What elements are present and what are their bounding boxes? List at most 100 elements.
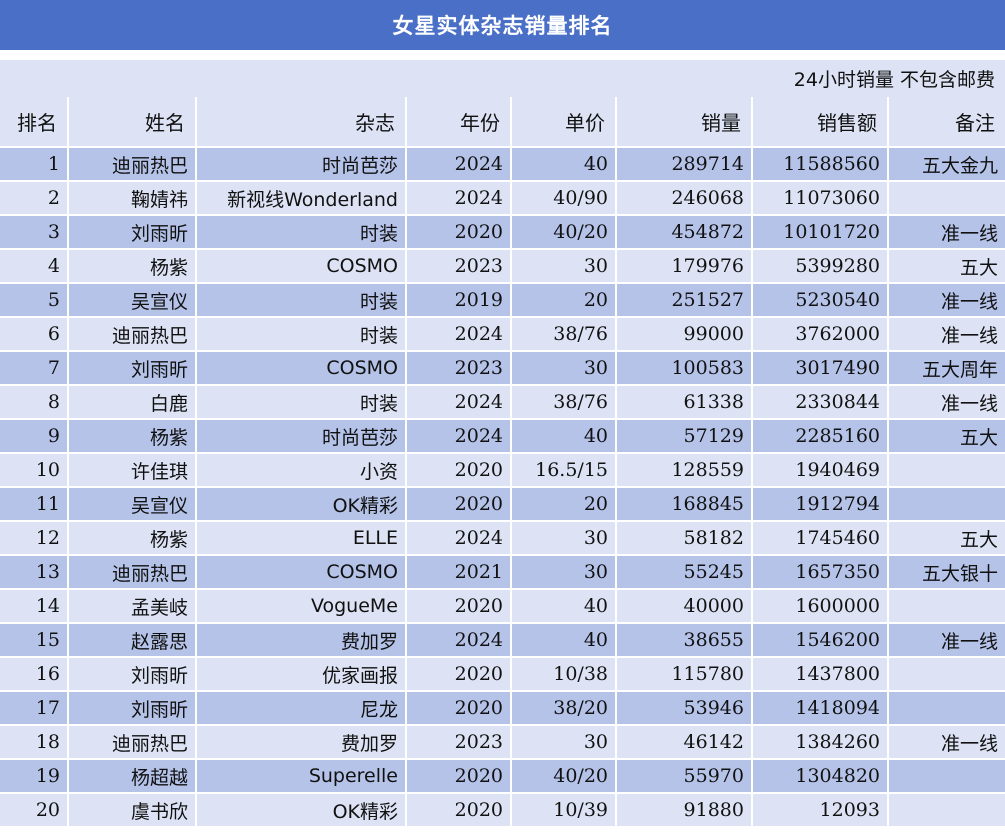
cell-revenue: 5230540 [752, 283, 889, 318]
cell-magazine: 新视线Wonderland [196, 181, 407, 216]
col-header-year: 年份 [406, 97, 512, 148]
cell-rank: 2 [0, 181, 69, 216]
cell-name: 吴宣仪 [68, 487, 197, 522]
cell-magazine: Superelle [196, 759, 407, 794]
cell-rank: 6 [0, 317, 69, 352]
cell-revenue: 1546200 [752, 623, 889, 658]
cell-name: 赵露思 [68, 623, 197, 658]
col-header-price: 单价 [511, 97, 617, 148]
cell-remarks [888, 759, 1005, 794]
cell-remarks: 准一线 [888, 215, 1005, 250]
cell-year: 2019 [406, 283, 512, 318]
cell-year: 2024 [406, 623, 512, 658]
cell-price: 40/20 [511, 215, 617, 250]
cell-year: 2024 [406, 521, 512, 556]
cell-magazine: 尼龙 [196, 691, 407, 726]
cell-name: 虞书欣 [68, 793, 197, 828]
cell-sales: 38655 [616, 623, 753, 658]
cell-price: 40/20 [511, 759, 617, 794]
cell-rank: 13 [0, 555, 69, 590]
table-row: 4 杨紫 COSMO 2023 30 179976 5399280 五大 [0, 249, 1005, 284]
col-header-name: 姓名 [68, 97, 197, 148]
cell-price: 38/76 [511, 317, 617, 352]
cell-revenue: 11073060 [752, 181, 889, 216]
cell-year: 2024 [406, 419, 512, 454]
cell-year: 2023 [406, 725, 512, 760]
cell-sales: 289714 [616, 147, 753, 182]
table-row: 20 虞书欣 OK精彩 2020 10/39 91880 12093 [0, 793, 1005, 828]
table-body: 1 迪丽热巴 时尚芭莎 2024 40 289714 11588560 五大金九 2 鞠婧祎 新视线… [0, 147, 1005, 828]
cell-price: 10/38 [511, 657, 617, 692]
cell-year: 2024 [406, 317, 512, 352]
cell-year: 2020 [406, 215, 512, 250]
cell-magazine: 时装 [196, 317, 407, 352]
cell-rank: 5 [0, 283, 69, 318]
table-row: 12 杨紫 ELLE 2024 30 58182 1745460 五大 [0, 521, 1005, 556]
cell-sales: 179976 [616, 249, 753, 284]
cell-revenue: 11588560 [752, 147, 889, 182]
cell-rank: 4 [0, 249, 69, 284]
cell-revenue: 3762000 [752, 317, 889, 352]
cell-name: 许佳琪 [68, 453, 197, 488]
cell-name: 刘雨昕 [68, 691, 197, 726]
cell-price: 16.5/15 [511, 453, 617, 488]
cell-magazine: 费加罗 [196, 623, 407, 658]
cell-magazine: 费加罗 [196, 725, 407, 760]
cell-magazine: ELLE [196, 521, 407, 556]
table-row: 15 赵露思 费加罗 2024 40 38655 1546200 准一线 [0, 623, 1005, 658]
cell-magazine: COSMO [196, 555, 407, 590]
cell-remarks [888, 589, 1005, 624]
title-bar: 女星实体杂志销量排名 [0, 0, 1005, 50]
cell-remarks: 准一线 [888, 623, 1005, 658]
cell-year: 2020 [406, 589, 512, 624]
cell-remarks: 准一线 [888, 385, 1005, 420]
cell-magazine: COSMO [196, 249, 407, 284]
cell-revenue: 1912794 [752, 487, 889, 522]
cell-remarks [888, 657, 1005, 692]
cell-revenue: 1304820 [752, 759, 889, 794]
cell-magazine: 时装 [196, 215, 407, 250]
cell-rank: 10 [0, 453, 69, 488]
cell-name: 迪丽热巴 [68, 317, 197, 352]
cell-rank: 17 [0, 691, 69, 726]
cell-price: 40 [511, 419, 617, 454]
cell-revenue: 12093 [752, 793, 889, 828]
cell-magazine: OK精彩 [196, 487, 407, 522]
cell-remarks [888, 487, 1005, 522]
cell-year: 2023 [406, 351, 512, 386]
cell-price: 30 [511, 725, 617, 760]
cell-rank: 8 [0, 385, 69, 420]
cell-remarks: 准一线 [888, 317, 1005, 352]
table-row: 10 许佳琪 小资 2020 16.5/15 128559 1940469 [0, 453, 1005, 488]
cell-magazine: 时装 [196, 283, 407, 318]
cell-magazine: 时尚芭莎 [196, 419, 407, 454]
cell-name: 杨紫 [68, 521, 197, 556]
cell-sales: 55970 [616, 759, 753, 794]
table-row: 14 孟美岐 VogueMe 2020 40 40000 1600000 [0, 589, 1005, 624]
cell-price: 10/39 [511, 793, 617, 828]
cell-rank: 3 [0, 215, 69, 250]
col-header-rank: 排名 [0, 97, 69, 148]
table-row: 18 迪丽热巴 费加罗 2023 30 46142 1384260 准一线 [0, 725, 1005, 760]
cell-sales: 53946 [616, 691, 753, 726]
cell-rank: 11 [0, 487, 69, 522]
sales-table: 排名 姓名 杂志 年份 单价 销量 销售额 备注 1 迪丽热巴 时尚芭莎 2024 40… [0, 97, 1005, 828]
cell-sales: 99000 [616, 317, 753, 352]
cell-remarks [888, 181, 1005, 216]
cell-sales: 246068 [616, 181, 753, 216]
cell-sales: 57129 [616, 419, 753, 454]
cell-revenue: 1418094 [752, 691, 889, 726]
cell-name: 杨超越 [68, 759, 197, 794]
cell-year: 2024 [406, 385, 512, 420]
spacer [0, 50, 1005, 60]
cell-name: 迪丽热巴 [68, 725, 197, 760]
cell-remarks: 五大 [888, 249, 1005, 284]
cell-remarks: 准一线 [888, 725, 1005, 760]
cell-sales: 55245 [616, 555, 753, 590]
cell-magazine: 时装 [196, 385, 407, 420]
cell-revenue: 1600000 [752, 589, 889, 624]
cell-revenue: 1940469 [752, 453, 889, 488]
cell-revenue: 2285160 [752, 419, 889, 454]
cell-price: 38/76 [511, 385, 617, 420]
cell-magazine: 时尚芭莎 [196, 147, 407, 182]
